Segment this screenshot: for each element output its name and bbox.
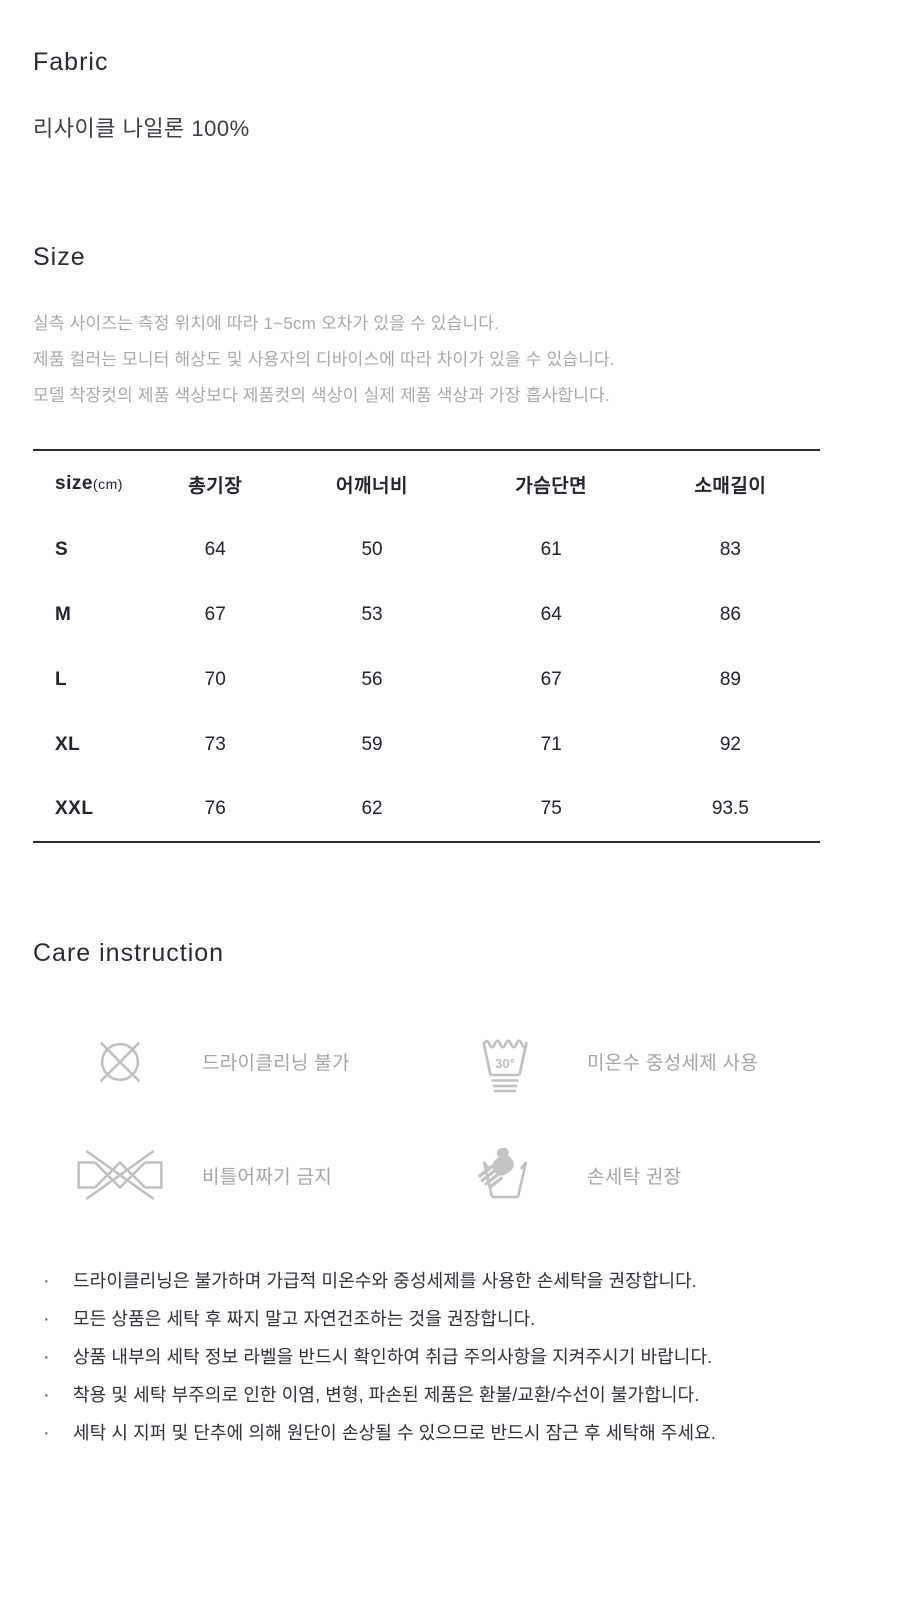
size-label: size (55, 473, 93, 494)
row-size-label: S (55, 538, 69, 560)
cell-value: 83 (719, 538, 741, 560)
table-row-s: S 64 50 61 83 (33, 517, 820, 582)
cell-value: 93.5 (711, 798, 749, 819)
table-row-l: L 70 56 67 89 (33, 647, 820, 712)
row-size-label: L (55, 668, 68, 690)
column-header-chest: 가슴단면 (515, 475, 588, 497)
size-unit: (cm) (92, 476, 123, 492)
bullet-icon: · (43, 1422, 50, 1444)
care-item-wash-30: 30° 미온수 중성세제 사용 (445, 1016, 860, 1106)
care-note: · 착용 및 세탁 부주의로 인한 이염, 변형, 파손된 제품은 환불/교환/… (43, 1376, 860, 1414)
cell-value: 53 (361, 603, 383, 625)
cell-value: 62 (361, 798, 383, 819)
table-row-xl: XL 73 59 71 92 (33, 712, 820, 777)
size-table: size(cm) 총기장 어깨너비 가슴단면 소매길이 S 64 50 61 8… (33, 449, 820, 843)
cell-value: 75 (540, 798, 562, 819)
size-heading: Size (33, 243, 86, 271)
bullet-icon: · (43, 1308, 50, 1330)
cell-value: 61 (540, 538, 562, 560)
care-item-label: 손세탁 권장 (587, 1166, 682, 1188)
column-header-shoulder: 어깨너비 (336, 475, 408, 497)
care-note: · 드라이클리닝은 불가하며 가급적 미온수와 중성세제를 사용한 손세탁을 권… (43, 1262, 860, 1300)
hand-wash-icon (478, 1147, 528, 1199)
care-item-no-wring: 비틀어짜기 금지 (33, 1130, 445, 1220)
care-notes: · 드라이클리닝은 불가하며 가급적 미온수와 중성세제를 사용한 손세탁을 권… (33, 1262, 860, 1452)
bullet-icon: · (43, 1270, 50, 1292)
cell-value: 73 (204, 733, 226, 755)
cell-value: 56 (361, 668, 383, 690)
bullet-icon: · (43, 1384, 50, 1406)
cell-value: 92 (719, 733, 741, 755)
product-detail-page: Fabric 리사이클 나일론 100% Size 실측 사이즈는 측정 위치에… (33, 48, 860, 1452)
care-item-label: 비틀어짜기 금지 (202, 1166, 333, 1188)
care-item-no-dry-clean: 드라이클리닝 불가 (33, 1016, 445, 1106)
wash-temperature-text: 30° (495, 1056, 515, 1071)
size-notes: 실측 사이즈는 측정 위치에 따라 1~5cm 오차가 있을 수 있습니다. 제… (33, 306, 860, 414)
cell-value: 50 (361, 538, 383, 560)
row-size-label: XL (55, 733, 81, 755)
cell-value: 76 (204, 798, 226, 819)
cell-value: 67 (540, 668, 562, 690)
column-header-total-length: 총기장 (188, 475, 243, 497)
cell-value: 64 (540, 603, 562, 625)
care-item-label: 드라이클리닝 불가 (202, 1052, 350, 1074)
cell-value: 86 (719, 603, 741, 625)
care-item-label: 미온수 중성세제 사용 (587, 1052, 759, 1074)
size-note: 제품 컬러는 모니터 해상도 및 사용자의 디바이스에 따라 차이가 있을 수 … (33, 350, 615, 369)
size-note: 실측 사이즈는 측정 위치에 따라 1~5cm 오차가 있을 수 있습니다. (33, 314, 500, 333)
column-header-sleeve: 소매길이 (694, 475, 767, 497)
cell-value: 70 (204, 668, 226, 690)
row-size-label: M (55, 603, 72, 625)
cell-value: 71 (540, 733, 562, 755)
cell-value: 64 (204, 538, 226, 560)
no-wring-icon (77, 1149, 163, 1201)
size-column-header: size(cm) (33, 450, 148, 517)
cell-value: 89 (719, 668, 741, 690)
care-note: · 모든 상품은 세탁 후 짜지 말고 자연건조하는 것을 권장합니다. (43, 1300, 860, 1338)
cell-value: 67 (204, 603, 226, 625)
table-row-xxl: XXL 76 62 75 93.5 (33, 777, 820, 842)
size-table-header-row: size(cm) 총기장 어깨너비 가슴단면 소매길이 (33, 450, 820, 517)
fabric-heading: Fabric (33, 48, 109, 76)
cell-value: 59 (361, 733, 383, 755)
care-instruction-heading: Care instruction (33, 939, 225, 967)
care-item-hand-wash: 손세탁 권장 (445, 1130, 860, 1220)
table-row-m: M 67 53 64 86 (33, 582, 820, 647)
fabric-content: 리사이클 나일론 100% (33, 116, 250, 141)
care-note: · 세탁 시 지퍼 및 단추에 의해 원단이 손상될 수 있으므로 반드시 잠근… (43, 1414, 860, 1452)
row-size-label: XXL (55, 798, 94, 819)
no-dry-clean-icon (99, 1041, 141, 1083)
wash-30-icon: 30° (482, 1039, 528, 1093)
bullet-icon: · (43, 1346, 50, 1368)
care-note: · 상품 내부의 세탁 정보 라벨을 반드시 확인하여 취급 주의사항을 지켜주… (43, 1338, 860, 1376)
care-icon-grid: 드라이클리닝 불가 30° 미온수 중성세제 사용 (33, 1016, 860, 1220)
size-note: 모델 착장컷의 제품 색상보다 제품컷의 색상이 실제 제품 색상과 가장 흡사… (33, 386, 610, 405)
